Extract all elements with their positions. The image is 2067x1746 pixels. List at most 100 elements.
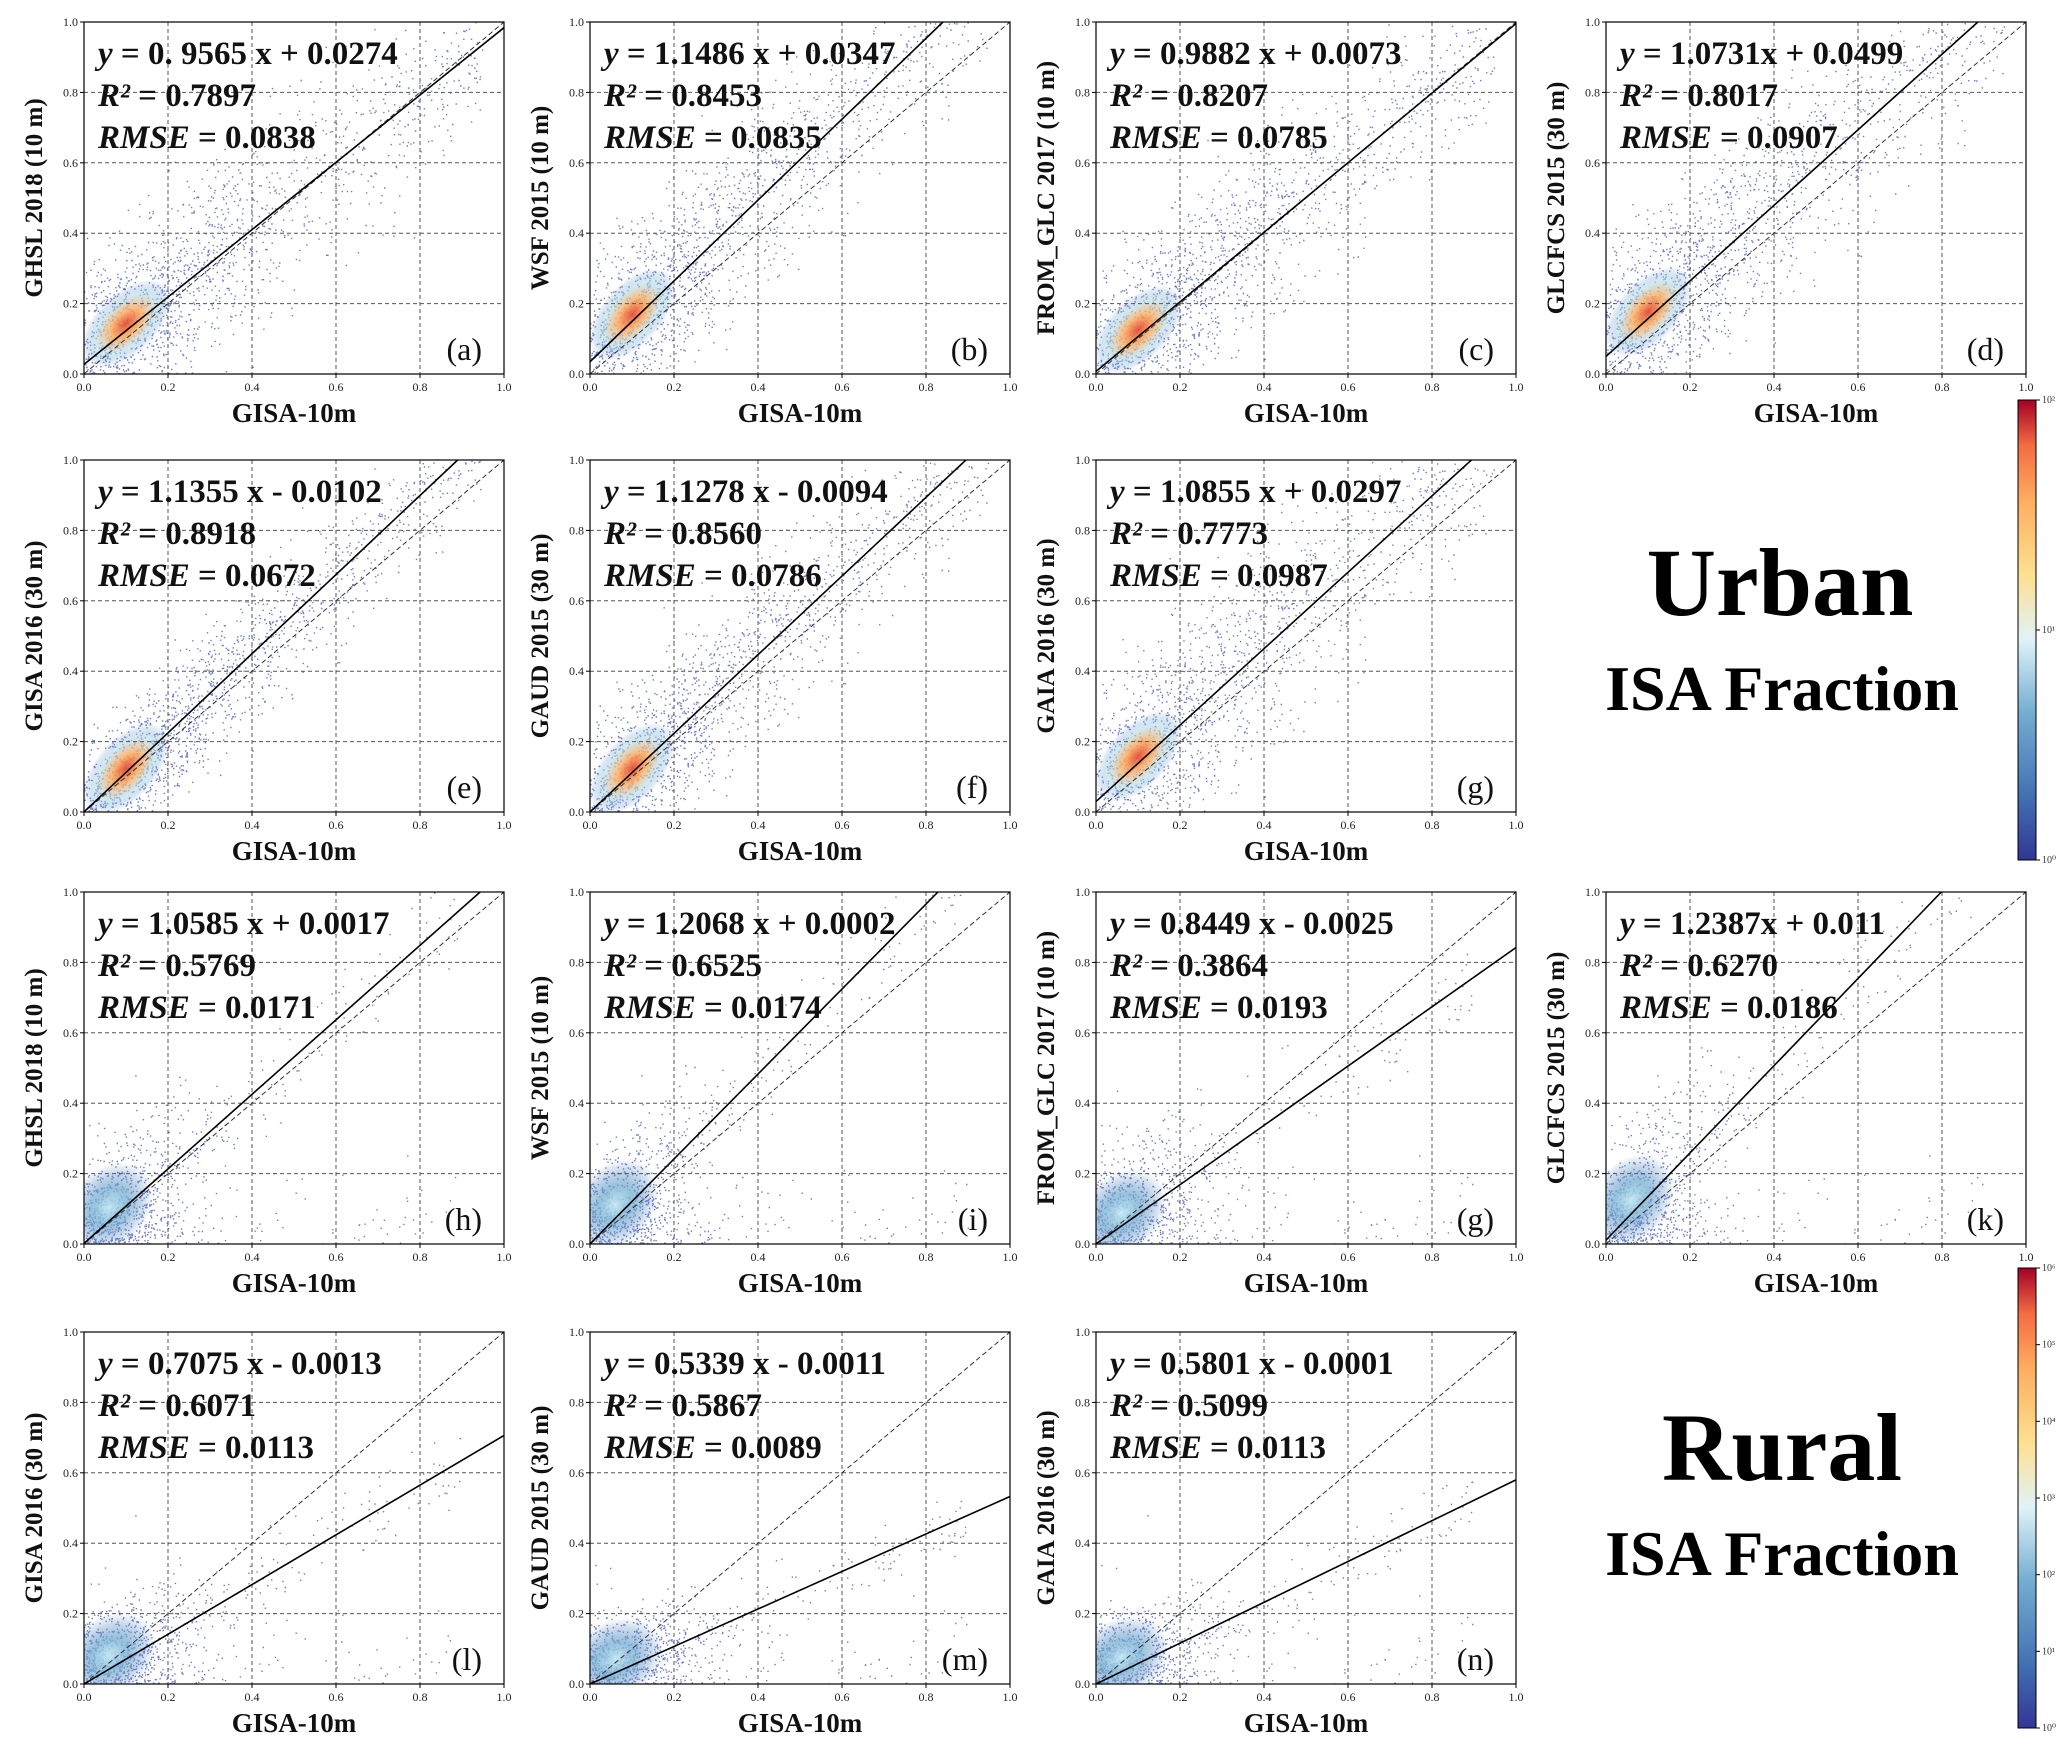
panel-label: (l)	[452, 1641, 482, 1677]
rmse-value: = 0.0907	[1712, 120, 1838, 156]
side-layer: Urban ISA Fraction Rural ISA Fraction	[1605, 529, 1959, 1589]
rmse-value: = 0.0186	[1712, 990, 1838, 1026]
rmse: RMSE = 0.0907	[1619, 120, 1838, 156]
y-tick-label: 0.0	[1075, 1677, 1090, 1691]
y-tick-label: 0.8	[569, 955, 584, 969]
one-to-one-line	[1096, 892, 1516, 1244]
x-axis-label: GISA-10m	[1244, 1268, 1369, 1298]
rmse: RMSE = 0.0186	[1619, 990, 1838, 1026]
x-tick-label: 1.0	[2019, 380, 2034, 394]
plot-inner	[84, 1332, 504, 1684]
x-tick-label: 0.6	[1341, 1250, 1356, 1264]
r-squared-value: = 0.3864	[1142, 948, 1268, 984]
regression-equation-value: = 0. 9565 x + 0.0274	[113, 36, 398, 72]
x-axis-label: GISA-10m	[738, 398, 863, 428]
panel-label: (k)	[1967, 1201, 2004, 1237]
x-tick-label: 0.0	[1089, 1250, 1104, 1264]
y-tick-label: 1.0	[1075, 885, 1090, 899]
scatter-panel: 0.00.0 0.2 0.2 0.4 0.4 0.6 0.6 0.8 0.8 1.0 1.0 GISA…	[21, 453, 512, 866]
r-squared-symbol: R²	[1619, 948, 1653, 984]
x-tick-label: 1.0	[1003, 818, 1018, 832]
panel-label: (b)	[951, 331, 988, 367]
x-tick-label: 0.6	[329, 1690, 344, 1704]
y-tick-label: 0.8	[63, 523, 78, 537]
urban-title: Urban	[1647, 529, 1914, 636]
grid	[590, 460, 1010, 812]
x-tick-label: 0.8	[1425, 380, 1440, 394]
r-squared-value: = 0.6071	[130, 1388, 256, 1424]
y-tick-label: 0.8	[1075, 523, 1090, 537]
x-tick-label: 0.6	[329, 1250, 344, 1264]
x-axis-label: GISA-10m	[232, 1708, 357, 1738]
y-tick-label: 0.0	[569, 805, 584, 819]
rmse-value: = 0.0089	[696, 1430, 822, 1466]
x-tick-label: 0.0	[583, 1690, 598, 1704]
grid	[1096, 892, 1516, 1244]
regression-equation: y = 1.0855 x + 0.0297	[1106, 474, 1402, 510]
plot-frame	[83, 21, 505, 375]
y-tick-label: 0.6	[1075, 594, 1090, 608]
colorbar-tick-label: 10¹	[2042, 625, 2055, 636]
y-tick-label: 0.8	[569, 523, 584, 537]
y-axis-label: FROM_GLC 2017 (10 m)	[1033, 931, 1060, 1205]
scatter-panel: 0.00.0 0.2 0.2 0.4 0.4 0.6 0.6 0.8 0.8 1.0 1.0 GISA…	[1543, 885, 2034, 1298]
y-tick-label: 0.8	[1585, 85, 1600, 99]
x-tick-label: 0.0	[1089, 380, 1104, 394]
rmse-value: = 0.0113	[190, 1430, 314, 1466]
x-tick-label: 0.4	[1257, 818, 1272, 832]
scatter-panel: 0.00.0 0.2 0.2 0.4 0.4 0.6 0.6 0.8 0.8 1.0 1.0 GISA…	[527, 1325, 1018, 1738]
plot-inner	[84, 892, 504, 1244]
one-to-one-line	[590, 1332, 1010, 1684]
regression-line	[1096, 22, 1516, 373]
y-tick-label: 0.4	[569, 1536, 584, 1550]
y-tick-label: 1.0	[63, 453, 78, 467]
x-tick-label: 0.8	[413, 1250, 428, 1264]
scatter-panel: 0.00.0 0.2 0.2 0.4 0.4 0.6 0.6 0.8 0.8 1.0 1.0 GISA…	[527, 15, 1018, 428]
scatter-panel: 0.00.0 0.2 0.2 0.4 0.4 0.6 0.6 0.8 0.8 1.0 1.0 GISA…	[1033, 453, 1524, 866]
x-tick-label: 0.4	[751, 1250, 766, 1264]
y-tick-label: 1.0	[1075, 15, 1090, 29]
density-core	[84, 1613, 156, 1684]
x-tick-label: 0.0	[77, 1690, 92, 1704]
rmse-symbol: RMSE	[603, 1430, 696, 1466]
rmse: RMSE = 0.0113	[1109, 1430, 1326, 1466]
scatter-points	[84, 1437, 463, 1684]
scatter-dots	[590, 894, 969, 1244]
scatter-panel: 0.00.0 0.2 0.2 0.4 0.4 0.6 0.6 0.8 0.8 1.0 1.0 GISA…	[1543, 15, 2034, 428]
scatter-dots	[1096, 1481, 1474, 1684]
rmse-symbol: RMSE	[1109, 1430, 1202, 1466]
x-tick-label: 0.0	[77, 380, 92, 394]
x-tick-label: 0.4	[1767, 380, 1782, 394]
x-tick-label: 1.0	[1509, 818, 1524, 832]
r-squared: R² = 0.3864	[1109, 948, 1268, 984]
y-tick-label: 0.8	[63, 85, 78, 99]
y-tick-label: 1.0	[63, 1325, 78, 1339]
plot-frame	[83, 891, 505, 1245]
y-tick-label: 0.4	[1075, 1096, 1090, 1110]
plot-inner	[590, 22, 1010, 374]
y-tick-label: 0.2	[569, 735, 584, 749]
scatter-panel: 0.00.0 0.2 0.2 0.4 0.4 0.6 0.6 0.8 0.8 1.0 1.0 GISA…	[1033, 1325, 1524, 1738]
density-core	[590, 1158, 659, 1244]
scatter-points	[590, 894, 969, 1244]
y-tick-label: 0.6	[63, 1466, 78, 1480]
y-tick-label: 0.2	[63, 735, 78, 749]
x-tick-label: 0.4	[1257, 380, 1272, 394]
rmse: RMSE = 0.0835	[603, 120, 822, 156]
rmse-symbol: RMSE	[1109, 990, 1202, 1026]
grid	[84, 1332, 504, 1684]
y-tick-label: 0.0	[569, 1237, 584, 1251]
y-axis-label: GAIA 2016 (30 m)	[1033, 538, 1060, 733]
y-tick-label: 0.2	[63, 1167, 78, 1181]
y-tick-label: 0.0	[1585, 367, 1600, 381]
regression-equation: y = 0.7075 x - 0.0013	[94, 1346, 382, 1382]
regression-line	[1606, 892, 1942, 1241]
y-tick-label: 0.6	[569, 156, 584, 170]
panel-label: (h)	[445, 1201, 482, 1237]
r-squared-value: = 0.8017	[1652, 78, 1778, 114]
y-tick-label: 0.0	[63, 367, 78, 381]
y-tick-label: 0.2	[1075, 297, 1090, 311]
x-tick-label: 0.4	[751, 1690, 766, 1704]
rmse: RMSE = 0.0786	[603, 558, 822, 594]
regression-equation-symbol: y	[600, 1346, 619, 1382]
